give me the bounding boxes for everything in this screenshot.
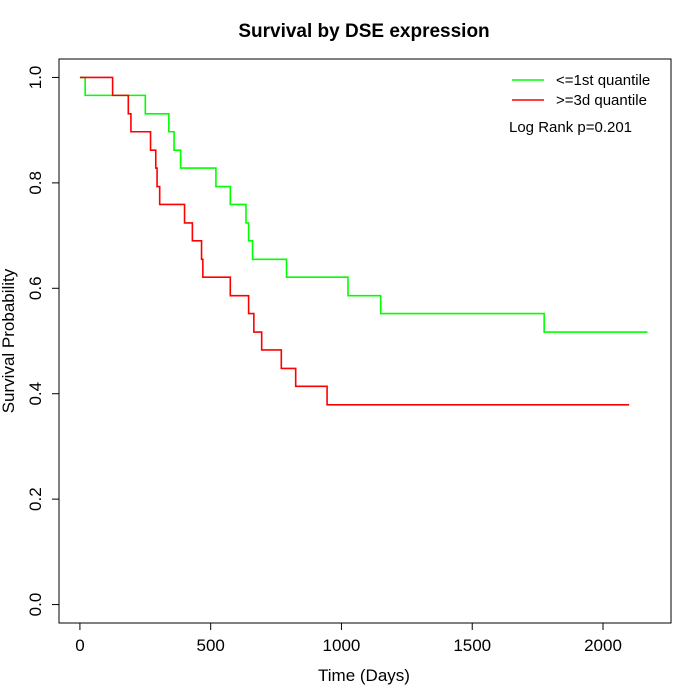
series-line-2 [79,76,630,406]
x-tick-label: 1000 [323,636,361,655]
series-layer [79,76,648,406]
y-axis: 0.0 0.2 0.4 0.6 0.8 1.0 [26,66,59,617]
y-tick-label: 0.6 [26,276,45,300]
chart-title: Survival by DSE expression [238,21,489,42]
y-tick-label: 0.8 [26,171,45,195]
x-axis-label: Time (Days) [318,666,410,685]
x-axis: 0 500 1000 1500 2000 [75,623,622,655]
y-tick-label: 0.2 [26,487,45,511]
x-tick-label: 1500 [453,636,491,655]
y-tick-label: 0.0 [26,593,45,617]
legend-label-1: <=1st quantile [556,72,650,89]
log-rank-annotation: Log Rank p=0.201 [509,119,632,136]
y-tick-label: 1.0 [26,66,45,90]
legend: <=1st quantile >=3d quantile [512,72,650,109]
y-tick-label: 0.4 [26,382,45,406]
plot-area-frame [58,58,672,624]
x-tick-label: 0 [75,636,84,655]
series-line-1 [79,76,648,333]
legend-label-2: >=3d quantile [556,92,647,109]
x-tick-label: 2000 [584,636,622,655]
y-axis-label: Survival Probability [0,268,18,413]
x-tick-label: 500 [197,636,225,655]
